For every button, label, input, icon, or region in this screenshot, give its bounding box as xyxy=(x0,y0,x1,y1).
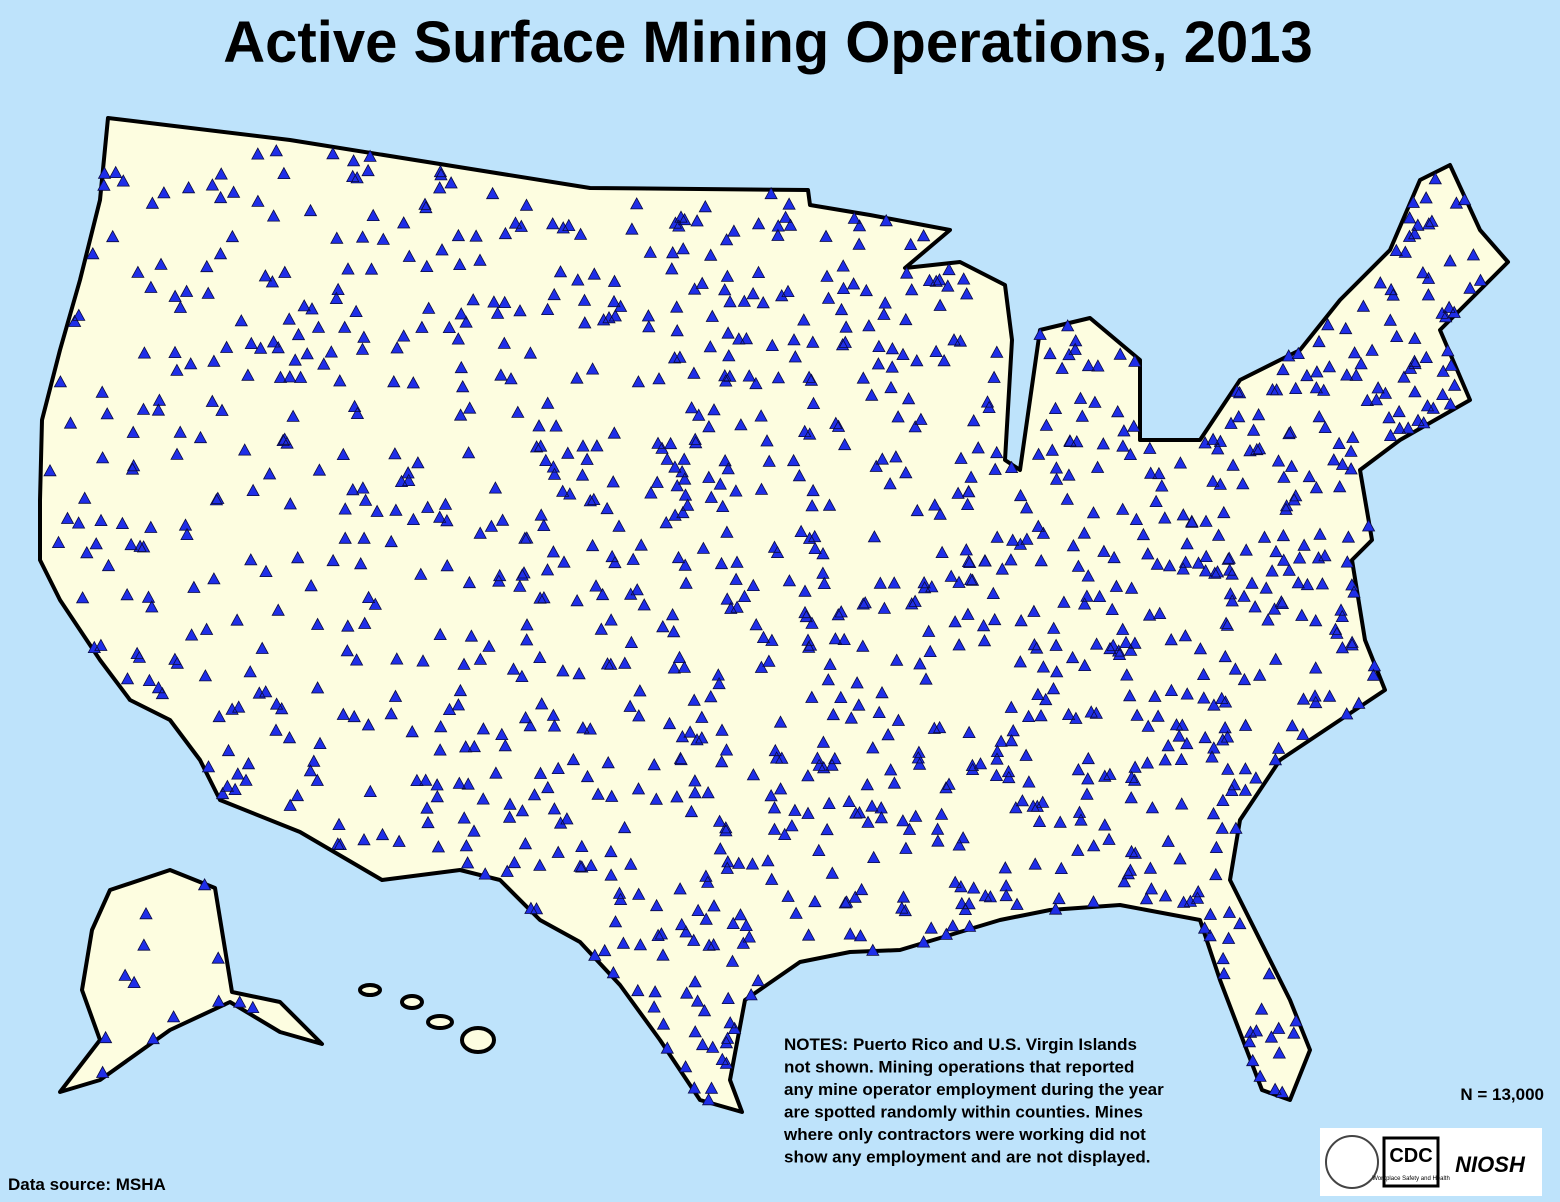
cdc-text: CDC xyxy=(1389,1145,1432,1167)
land-area xyxy=(58,868,324,1094)
island xyxy=(358,983,382,997)
land-area xyxy=(38,116,1510,1114)
workplace-text: Workplace Safety and Health xyxy=(1372,1176,1450,1182)
note-line: not shown. Mining operations that report… xyxy=(784,1058,1134,1077)
mine-triangles xyxy=(43,144,1488,1106)
island xyxy=(426,1014,454,1030)
logo: CDC Workplace Safety and Health NIOSH xyxy=(1320,1128,1542,1196)
note-line: are spotted randomly within counties. Mi… xyxy=(784,1103,1143,1122)
hhs-seal xyxy=(1325,1135,1379,1189)
count-label: N = 13,000 xyxy=(1460,1085,1544,1104)
note-line: show any employment and are not displaye… xyxy=(784,1148,1151,1167)
map-title: Active Surface Mining Operations, 2013 xyxy=(223,10,1312,75)
note-line: any mine operator employment during the … xyxy=(784,1080,1164,1099)
mine-markers xyxy=(43,144,1488,1106)
land xyxy=(38,116,1510,1114)
cdc-box xyxy=(1382,1136,1440,1188)
data-source: Data source: MSHA xyxy=(8,1175,166,1194)
note-line: NOTES: Puerto Rico and U.S. Virgin Islan… xyxy=(784,1035,1137,1054)
niosh-text: NIOSH xyxy=(1455,1152,1526,1177)
notes: NOTES: Puerto Rico and U.S. Virgin Islan… xyxy=(783,1035,1164,1167)
island xyxy=(460,1026,496,1054)
island xyxy=(400,994,424,1010)
note-line: where only contractors were working did … xyxy=(783,1125,1146,1144)
